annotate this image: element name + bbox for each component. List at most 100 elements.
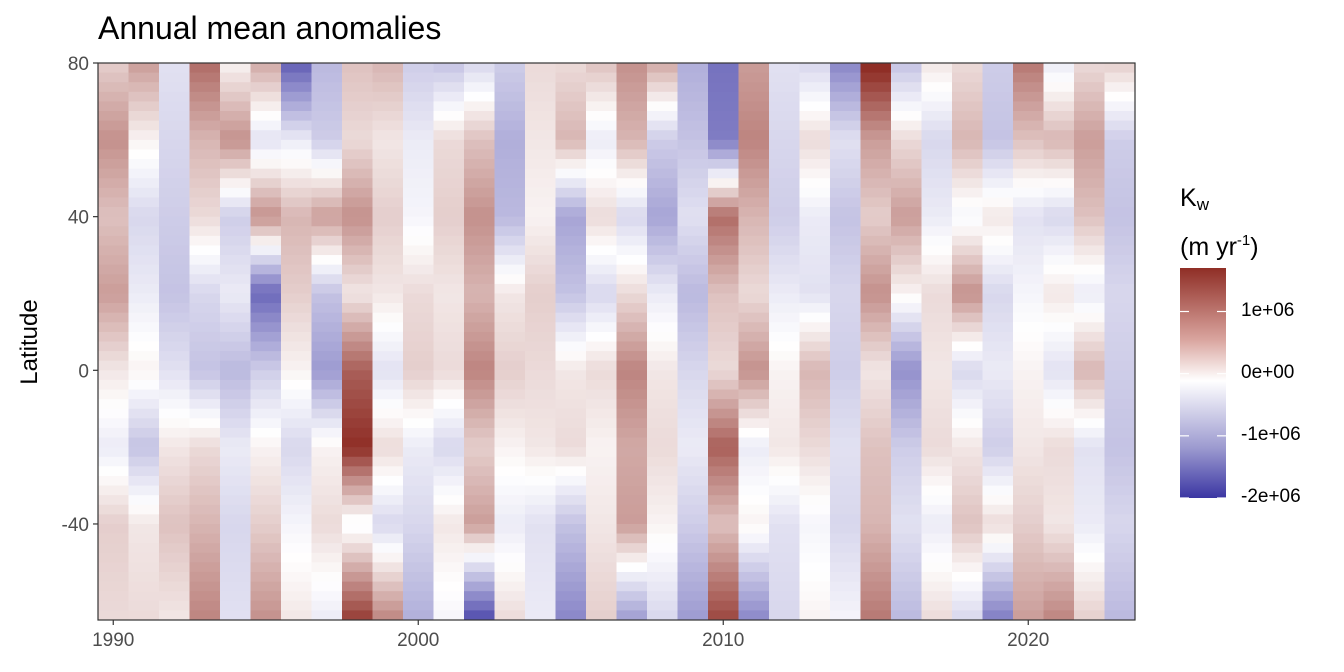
heatmap-cell — [677, 610, 709, 621]
heatmap-cell — [860, 495, 892, 506]
heatmap-cell — [982, 379, 1014, 390]
heatmap-cell — [525, 610, 556, 621]
heatmap-cell — [464, 130, 495, 141]
heatmap-cell — [1043, 523, 1075, 534]
heatmap-cell — [799, 303, 831, 314]
heatmap-cell — [586, 456, 617, 467]
heatmap-cell — [708, 600, 739, 611]
heatmap-cell — [403, 331, 434, 342]
heatmap-cell — [738, 456, 770, 467]
heatmap-cell — [677, 399, 709, 410]
heatmap-cell — [677, 437, 709, 448]
heatmap-cell — [525, 456, 556, 467]
heatmap-cell — [159, 456, 190, 467]
heatmap-cell — [1013, 571, 1044, 582]
heatmap-cell — [433, 101, 465, 112]
legend-units-sup: -1 — [1236, 232, 1251, 249]
heatmap-cell — [830, 504, 861, 515]
heatmap-cell — [586, 360, 617, 371]
heatmap-cell — [616, 543, 648, 554]
heatmap-cell — [220, 331, 251, 342]
heatmap-cell — [891, 91, 922, 102]
heatmap-cell — [677, 120, 709, 131]
heatmap-cell — [586, 197, 617, 208]
heatmap-cell — [433, 389, 465, 400]
heatmap-cell — [860, 82, 892, 93]
heatmap-cell — [433, 274, 465, 285]
heatmap-cell — [799, 168, 831, 179]
heatmap-cell — [403, 485, 434, 496]
heatmap-cell — [921, 523, 953, 534]
heatmap-cell — [250, 226, 282, 237]
heatmap-cell — [1043, 600, 1075, 611]
heatmap-cell — [464, 523, 495, 534]
heatmap-cell — [98, 235, 129, 246]
heatmap-cell — [891, 63, 922, 73]
heatmap-cell — [494, 408, 526, 419]
heatmap-cell — [311, 303, 343, 314]
heatmap-cell — [1074, 331, 1105, 342]
heatmap-cell — [738, 168, 770, 179]
heatmap-cell — [281, 341, 312, 352]
heatmap-cell — [708, 523, 739, 534]
heatmap-cell — [799, 226, 831, 237]
heatmap-cell — [921, 63, 953, 73]
heatmap-cell — [342, 523, 373, 534]
heatmap-cell — [586, 418, 617, 429]
heatmap-cell — [311, 360, 343, 371]
heatmap-cell — [464, 600, 495, 611]
heatmap-cell — [708, 178, 739, 189]
heatmap-cell — [738, 533, 770, 544]
heatmap-cell — [250, 504, 282, 515]
heatmap-cell — [1104, 543, 1136, 554]
heatmap-cell — [311, 591, 343, 602]
heatmap-cell — [1104, 408, 1136, 419]
heatmap-cell — [250, 370, 282, 381]
heatmap-cell — [586, 255, 617, 266]
heatmap-cell — [281, 187, 312, 198]
heatmap-cell — [525, 475, 556, 486]
heatmap-cell — [616, 293, 648, 304]
heatmap-cell — [189, 159, 221, 170]
heatmap-cell — [1104, 523, 1136, 534]
heatmap-cell — [555, 370, 587, 381]
heatmap-cell — [98, 466, 129, 477]
heatmap-cell — [830, 427, 861, 438]
heatmap-cell — [708, 130, 739, 141]
heatmap-cell — [525, 533, 556, 544]
heatmap-cell — [555, 379, 587, 390]
heatmap-cell — [891, 322, 922, 333]
colorbar-label: -1e+06 — [1241, 423, 1301, 445]
heatmap-cell — [1013, 139, 1044, 150]
heatmap-cell — [708, 283, 739, 294]
heatmap-cell — [1013, 331, 1044, 342]
heatmap-cell — [952, 235, 983, 246]
heatmap-cell — [525, 283, 556, 294]
heatmap-cell — [98, 418, 129, 429]
heatmap-cell — [342, 274, 373, 285]
heatmap-cell — [250, 495, 282, 506]
heatmap-cell — [799, 82, 831, 93]
heatmap-cell — [891, 168, 922, 179]
y-tick-label: 40 — [68, 208, 89, 229]
heatmap-cell — [921, 504, 953, 515]
heatmap-cell — [494, 72, 526, 83]
heatmap-cell — [250, 591, 282, 602]
heatmap-cell — [250, 82, 282, 93]
heatmap-cell — [403, 139, 434, 150]
heatmap-cell — [1074, 197, 1105, 208]
heatmap-cell — [830, 408, 861, 419]
heatmap-cell — [891, 274, 922, 285]
heatmap-cell — [1074, 427, 1105, 438]
heatmap-cell — [1043, 82, 1075, 93]
heatmap-cell — [525, 591, 556, 602]
heatmap-cell — [1074, 370, 1105, 381]
heatmap-cell — [525, 303, 556, 314]
heatmap-cell — [921, 408, 953, 419]
heatmap-cell — [494, 514, 526, 525]
heatmap-cell — [921, 139, 953, 150]
heatmap-cell — [281, 226, 312, 237]
heatmap-cell — [799, 600, 831, 611]
heatmap-cell — [1013, 111, 1044, 122]
heatmap-cell — [830, 571, 861, 582]
